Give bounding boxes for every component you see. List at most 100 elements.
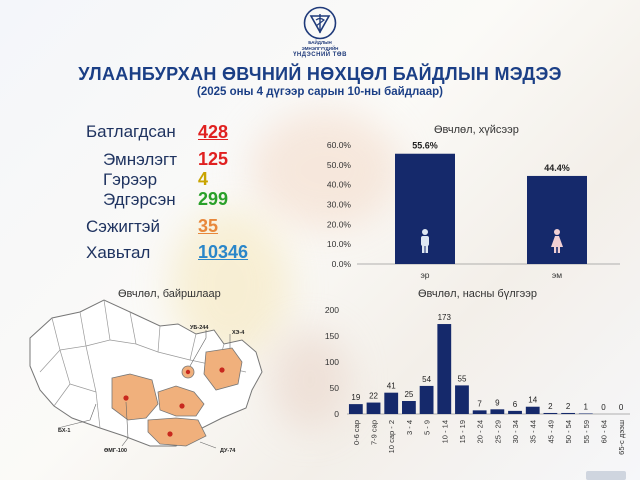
- mongolia-outline: [29, 299, 263, 447]
- age-y-tick: 50: [330, 383, 340, 393]
- age-category-label: 25 - 29: [493, 420, 502, 443]
- hospital-label: Эмнэлэгт: [103, 150, 177, 169]
- confirmed-label: Батлагдсан: [86, 122, 176, 141]
- aimag-uvurkhangai: [157, 385, 205, 417]
- age-bar: [561, 412, 575, 414]
- recovered-value: 299: [198, 189, 229, 209]
- map-label-du: ДУ-74: [220, 448, 236, 454]
- age-category-label: 10 - 14: [440, 420, 449, 443]
- aimag-dundgovi: [147, 417, 207, 447]
- age-data-label: 25: [404, 390, 413, 399]
- confirmed-value: 428: [198, 122, 229, 142]
- gender-category-label: эр: [420, 270, 429, 280]
- age-bar: [366, 402, 381, 414]
- age-category-label: 15 - 19: [458, 420, 467, 443]
- age-bar: [472, 410, 487, 414]
- case-dot: [219, 367, 225, 373]
- female-icon: [551, 229, 563, 253]
- age-category-label: 55 - 59: [582, 420, 591, 443]
- age-bar: [578, 413, 593, 414]
- case-dot: [179, 403, 185, 409]
- male-icon: [421, 229, 429, 253]
- background-blob: [270, 330, 350, 430]
- age-category-label: 60 - 64: [599, 420, 608, 443]
- age-data-label: 6: [513, 400, 518, 409]
- age-data-label: 19: [351, 393, 360, 402]
- logo-text-line1: БАЙДЛЫН ЭМНЭЛГҮҮДИЙН: [301, 40, 339, 51]
- gender-chart-title: Өвчлөл, хүйсээр: [434, 124, 519, 136]
- home-value: 4: [198, 169, 209, 189]
- age-bar: [490, 409, 505, 414]
- footer-button[interactable]: [586, 471, 626, 480]
- age-data-label: 0: [619, 403, 624, 412]
- suspected-label: Сэжигтэй: [86, 217, 160, 236]
- age-y-tick: 200: [325, 305, 339, 315]
- case-dots: [123, 367, 225, 437]
- gender-y-tick: 0.0%: [332, 259, 352, 269]
- age-category-label: 20 - 24: [476, 420, 485, 443]
- age-category-label: 7-9 сар: [370, 420, 379, 445]
- aimag-bayankhongor: [111, 373, 159, 421]
- map-label-ub: УБ-244: [190, 325, 209, 331]
- gender-category-label: эм: [552, 270, 562, 280]
- age-data-label: 2: [548, 402, 553, 411]
- map-label-khe: ХЭ-4: [232, 330, 245, 336]
- contacts-label: Хавьтал: [86, 243, 151, 262]
- age-chart-title: Өвчлөл, насны бүлгээр: [418, 288, 538, 300]
- age-category-label: 30 - 34: [511, 420, 520, 443]
- leader-lines: [57, 330, 231, 449]
- map-label-bkh: БХ-1: [58, 428, 70, 434]
- age-data-label: 1: [584, 402, 589, 411]
- page-title: УЛААНБУРХАН ӨВЧНИЙ НӨХЦӨЛ БАЙДЛЫН МЭДЭЭ: [78, 64, 562, 84]
- map-label-umg: ӨМГ-100: [104, 448, 127, 454]
- age-data-label: 41: [387, 382, 396, 391]
- age-bar: [402, 401, 416, 414]
- age-bar: [525, 406, 540, 414]
- age-data-label: 22: [369, 392, 378, 401]
- age-data-label: 2: [566, 402, 571, 411]
- age-category-label: 3 - 4: [405, 420, 414, 435]
- gender-y-tick: 40.0%: [327, 180, 352, 190]
- age-category-label: 50 - 54: [564, 420, 573, 443]
- age-category-label: 5 - 9: [423, 420, 432, 435]
- page-subtitle: (2025 оны 4 дүгээр сарын 10-ны байдлаар): [197, 86, 443, 98]
- recovered-label: Эдгэрсэн: [103, 190, 176, 209]
- contacts-value: 10346: [198, 242, 249, 262]
- age-y-tick: 150: [325, 331, 339, 341]
- age-y-tick: 0: [334, 409, 339, 419]
- gender-y-tick: 20.0%: [327, 219, 352, 229]
- age-bar: [419, 385, 434, 414]
- gender-y-tick: 30.0%: [327, 200, 352, 210]
- suspected-value: 35: [198, 216, 219, 236]
- gender-y-tick: 10.0%: [327, 239, 352, 249]
- case-dot: [185, 369, 191, 375]
- age-y-tick: 100: [325, 357, 339, 367]
- age-category-label: 0-6 сар: [352, 420, 361, 445]
- age-bar: [508, 410, 522, 414]
- home-label: Гэрээр: [103, 170, 158, 189]
- age-bar: [455, 385, 469, 414]
- age-category-label: 45 - 49: [546, 420, 555, 443]
- gender-y-tick: 50.0%: [327, 160, 352, 170]
- age-data-label: 55: [458, 374, 467, 383]
- age-data-label: 54: [422, 375, 431, 384]
- age-category-label: 65-с дээш: [617, 420, 626, 455]
- age-bar: [437, 324, 452, 414]
- gender-data-label: 44.4%: [544, 163, 570, 173]
- age-data-label: 7: [477, 399, 482, 408]
- gender-bar: [527, 175, 587, 264]
- logo-text-line2: ҮНДЭСНИЙ ТӨВ: [293, 52, 347, 58]
- background-blob: [250, 110, 400, 230]
- age-category-label: 35 - 44: [529, 420, 538, 443]
- gender-data-label: 55.6%: [412, 141, 438, 151]
- gender-y-tick: 60.0%: [327, 140, 352, 150]
- case-dot: [123, 395, 129, 401]
- age-data-label: 14: [528, 396, 537, 405]
- age-data-label: 173: [438, 313, 452, 322]
- age-bar: [543, 412, 558, 414]
- hospital-value: 125: [198, 149, 229, 169]
- age-data-label: 9: [495, 398, 500, 407]
